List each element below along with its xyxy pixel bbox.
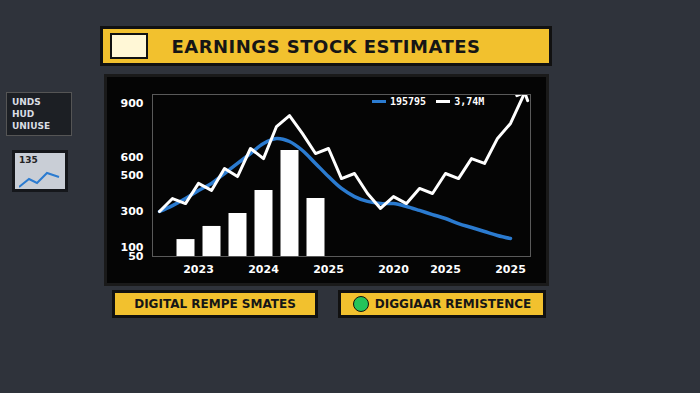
html-text:135: 135 [19, 155, 38, 165]
svg-text:2024: 2024 [248, 263, 279, 276]
html-text:HUD: HUD [12, 109, 35, 119]
svg-text:100: 100 [121, 241, 144, 254]
svg-text:2020: 2020 [378, 263, 409, 276]
svg-text:2023: 2023 [183, 263, 214, 276]
svg-text:500: 500 [121, 169, 144, 182]
html-text:195795: 195795 [390, 96, 427, 107]
svg-text:600: 600 [121, 151, 144, 164]
svg-text:300: 300 [121, 205, 144, 218]
svg-text:900: 900 [121, 97, 144, 110]
html-text:EARNINGS STOCK ESTIMATES: EARNINGS STOCK ESTIMATES [171, 35, 481, 57]
html-text:UNDS: UNDS [12, 97, 41, 107]
svg-text:2025: 2025 [313, 263, 344, 276]
html-text:DIGITAL REMPE SMATES: DIGITAL REMPE SMATES [134, 297, 296, 311]
html-text:3,74M: 3,74M [454, 96, 485, 107]
svg-text:50: 50 [128, 250, 144, 263]
svg-text:2025: 2025 [430, 263, 461, 276]
svg-text:2025: 2025 [495, 263, 526, 276]
html-text:UNIUSE: UNIUSE [12, 121, 51, 131]
html-text:DIGGIAAR REMISTENCE: DIGGIAAR REMISTENCE [374, 297, 532, 311]
